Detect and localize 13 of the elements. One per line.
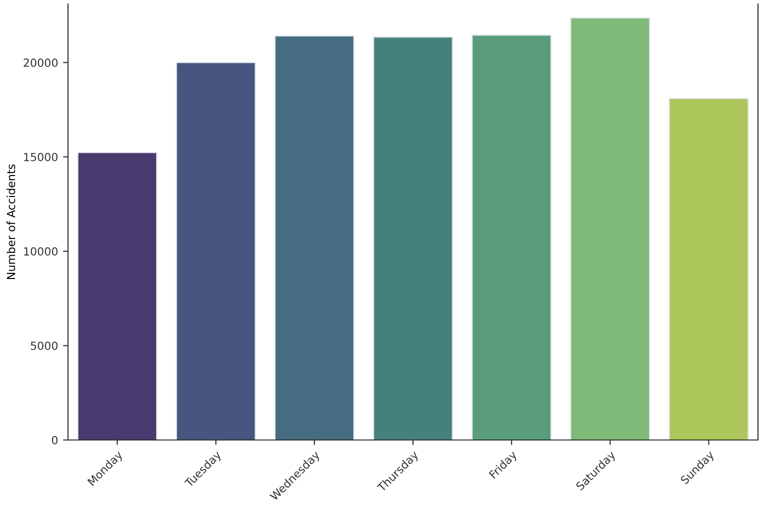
- y-tick-label: 15000: [24, 152, 58, 162]
- bar: [176, 62, 256, 440]
- bar: [373, 36, 453, 440]
- bar: [472, 34, 552, 440]
- bar: [570, 17, 650, 440]
- y-tick-label: 20000: [24, 58, 58, 67]
- bar: [668, 98, 749, 440]
- y-tick-label: 5000: [30, 342, 58, 350]
- y-tick-label: 0: [52, 436, 58, 444]
- bar: [77, 152, 158, 440]
- y-tick-label: 10000: [24, 247, 58, 256]
- y-axis-title: Number of Accidents: [6, 164, 16, 280]
- bar: [274, 35, 354, 440]
